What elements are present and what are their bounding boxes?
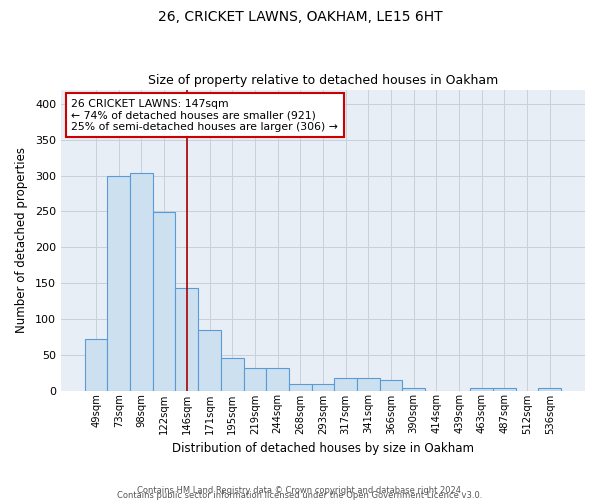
Bar [493,388,516,390]
Bar [538,388,561,390]
Bar [403,388,425,390]
Bar [175,288,198,390]
Bar [334,378,357,390]
Text: Contains public sector information licensed under the Open Government Licence v3: Contains public sector information licen… [118,491,482,500]
Bar [470,388,493,390]
Y-axis label: Number of detached properties: Number of detached properties [15,147,28,333]
X-axis label: Distribution of detached houses by size in Oakham: Distribution of detached houses by size … [172,442,474,455]
Bar [198,330,221,390]
Bar [107,176,130,390]
Bar [221,358,244,390]
Bar [289,384,311,390]
Bar [380,380,403,390]
Text: Contains HM Land Registry data © Crown copyright and database right 2024.: Contains HM Land Registry data © Crown c… [137,486,463,495]
Bar [311,384,334,390]
Bar [85,339,107,390]
Bar [357,378,380,390]
Bar [130,172,153,390]
Bar [244,368,266,390]
Text: 26 CRICKET LAWNS: 147sqm
← 74% of detached houses are smaller (921)
25% of semi-: 26 CRICKET LAWNS: 147sqm ← 74% of detach… [71,98,338,132]
Text: 26, CRICKET LAWNS, OAKHAM, LE15 6HT: 26, CRICKET LAWNS, OAKHAM, LE15 6HT [158,10,442,24]
Bar [153,212,175,390]
Bar [266,368,289,390]
Title: Size of property relative to detached houses in Oakham: Size of property relative to detached ho… [148,74,498,87]
